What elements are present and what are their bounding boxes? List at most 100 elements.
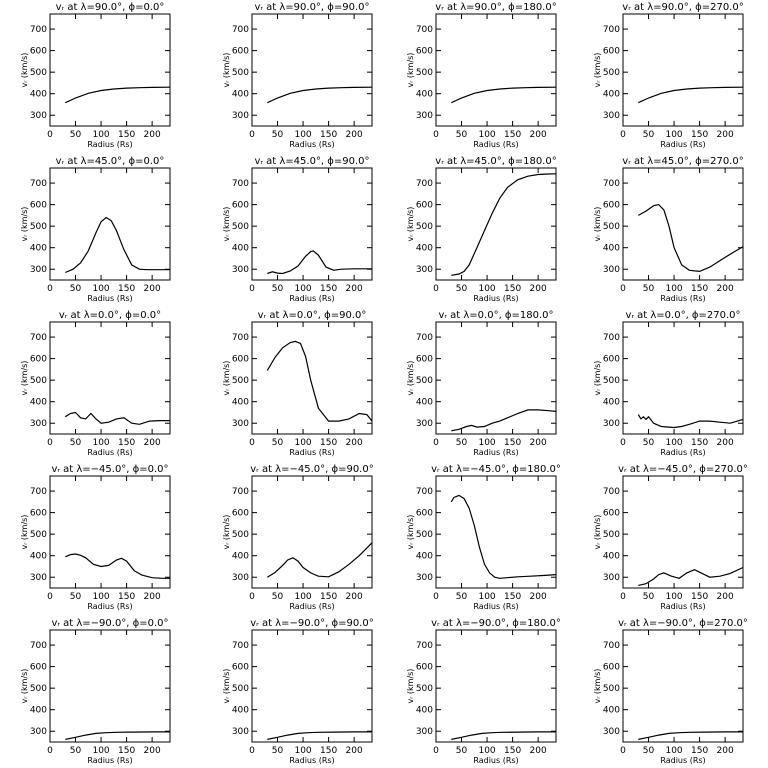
x-tick-label: 150 xyxy=(118,130,135,140)
x-tick-label: 50 xyxy=(643,592,655,602)
y-axis-label: vᵣ (km/s) xyxy=(406,669,415,704)
plot-frame xyxy=(251,629,373,743)
y-tick-label: 300 xyxy=(603,265,620,275)
x-tick-label: 100 xyxy=(665,130,682,140)
plot-frame xyxy=(49,13,171,127)
x-axis-label: Radius (Rs) xyxy=(289,140,334,149)
y-tick-label: 400 xyxy=(416,398,433,408)
series-line xyxy=(450,494,557,579)
y-tick-label: 700 xyxy=(232,179,249,189)
y-axis-label: vᵣ (km/s) xyxy=(20,207,29,242)
y-tick-label: 300 xyxy=(416,265,433,275)
subplot-title: vᵣ at λ=45.0°, ϕ=0.0° xyxy=(56,156,165,167)
y-axis-label: vᵣ (km/s) xyxy=(406,207,415,242)
series-line xyxy=(266,340,373,422)
x-tick-label: 50 xyxy=(643,130,655,140)
y-tick-label: 300 xyxy=(416,573,433,583)
y-tick-label: 300 xyxy=(232,573,249,583)
x-tick-label: 0 xyxy=(620,438,626,448)
y-tick-label: 500 xyxy=(603,222,620,232)
y-tick-label: 400 xyxy=(416,552,433,562)
x-tick-label: 50 xyxy=(272,284,284,294)
y-tick-label: 300 xyxy=(30,573,47,583)
x-tick-label: 150 xyxy=(691,592,708,602)
subplot-10: vᵣ at λ=0.0°, ϕ=90.0° 0 50 100 150 200 300 400 5… xyxy=(222,310,373,457)
y-tick-label: 400 xyxy=(603,90,620,100)
y-tick-label: 400 xyxy=(603,398,620,408)
y-axis-label: vᵣ (km/s) xyxy=(406,53,415,88)
subplot-17: vᵣ at λ=−90.0°, ϕ=0.0° 0 50 100 150 200 300 400… xyxy=(20,618,171,765)
x-tick-label: 200 xyxy=(346,130,363,140)
y-tick-label: 400 xyxy=(416,706,433,716)
plot-frame xyxy=(435,321,557,435)
x-axis-label: Radius (Rs) xyxy=(473,294,518,303)
x-tick-label: 0 xyxy=(249,746,255,756)
subplot-16: vᵣ at λ=−45.0°, ϕ=270.0° 0 50 100 150 200 300 4… xyxy=(593,464,748,611)
subplot-7: vᵣ at λ=45.0°, ϕ=180.0° 0 50 100 150 200 300 40… xyxy=(406,156,557,303)
x-tick-label: 150 xyxy=(118,746,135,756)
x-tick-label: 200 xyxy=(717,130,734,140)
y-tick-label: 300 xyxy=(232,727,249,737)
y-tick-label: 300 xyxy=(30,111,47,121)
y-tick-label: 300 xyxy=(232,419,249,429)
y-tick-label: 300 xyxy=(603,573,620,583)
subplot-title: vᵣ at λ=90.0°, ϕ=180.0° xyxy=(435,2,556,13)
plot-frame xyxy=(435,629,557,743)
x-tick-label: 100 xyxy=(294,130,311,140)
plot-frame xyxy=(49,167,171,281)
y-tick-label: 600 xyxy=(416,355,433,365)
y-tick-label: 700 xyxy=(232,641,249,651)
x-tick-label: 100 xyxy=(92,746,109,756)
x-tick-label: 200 xyxy=(530,746,547,756)
x-axis-label: Radius (Rs) xyxy=(87,448,132,457)
y-tick-label: 600 xyxy=(30,47,47,57)
series-line xyxy=(65,86,171,104)
x-tick-label: 200 xyxy=(144,438,161,448)
y-axis-label: vᵣ (km/s) xyxy=(222,53,231,88)
y-tick-label: 500 xyxy=(232,684,249,694)
x-tick-label: 50 xyxy=(70,284,82,294)
x-tick-label: 100 xyxy=(665,746,682,756)
subplot-title: vᵣ at λ=−90.0°, ϕ=270.0° xyxy=(618,618,748,629)
x-tick-label: 200 xyxy=(530,592,547,602)
x-tick-label: 150 xyxy=(504,284,521,294)
y-axis-label: vᵣ (km/s) xyxy=(222,515,231,550)
x-tick-label: 50 xyxy=(70,438,82,448)
x-tick-label: 100 xyxy=(92,284,109,294)
y-tick-label: 600 xyxy=(30,509,47,519)
subplot-8: vᵣ at λ=45.0°, ϕ=270.0° 0 50 100 150 200 300 40… xyxy=(593,156,744,303)
y-tick-label: 500 xyxy=(603,376,620,386)
y-tick-label: 400 xyxy=(416,90,433,100)
series-line xyxy=(638,203,744,273)
y-tick-label: 700 xyxy=(30,641,47,651)
series-line xyxy=(65,731,170,740)
x-tick-label: 50 xyxy=(272,592,284,602)
x-tick-label: 0 xyxy=(433,746,439,756)
subplot-title: vᵣ at λ=0.0°, ϕ=270.0° xyxy=(625,310,740,321)
subplot-4: vᵣ at λ=90.0°, ϕ=270.0° 0 50 100 150 200 300 40… xyxy=(593,2,744,149)
subplot-6: vᵣ at λ=45.0°, ϕ=90.0° 0 50 100 150 200 300 400… xyxy=(222,156,373,303)
subplot-14: vᵣ at λ=−45.0°, ϕ=90.0° 0 50 100 150 200 300 40… xyxy=(222,464,374,611)
y-tick-label: 400 xyxy=(232,552,249,562)
plot-frame xyxy=(622,475,744,589)
x-tick-label: 100 xyxy=(665,438,682,448)
x-tick-label: 0 xyxy=(249,438,255,448)
series-line xyxy=(267,731,372,740)
x-tick-label: 50 xyxy=(643,746,655,756)
x-tick-label: 200 xyxy=(717,592,734,602)
y-tick-label: 500 xyxy=(416,68,433,78)
x-tick-label: 150 xyxy=(320,746,337,756)
x-tick-label: 150 xyxy=(118,592,135,602)
y-tick-label: 600 xyxy=(30,663,47,673)
x-tick-label: 50 xyxy=(456,130,468,140)
subplot-title: vᵣ at λ=0.0°, ϕ=0.0° xyxy=(59,310,161,321)
x-tick-label: 0 xyxy=(47,592,53,602)
y-axis-label: vᵣ (km/s) xyxy=(20,515,29,550)
y-tick-label: 600 xyxy=(416,201,433,211)
series-line xyxy=(638,86,744,104)
x-tick-label: 200 xyxy=(144,746,161,756)
series-line xyxy=(266,542,373,578)
plot-frame xyxy=(251,167,373,281)
x-tick-label: 200 xyxy=(530,284,547,294)
x-tick-label: 100 xyxy=(478,130,495,140)
